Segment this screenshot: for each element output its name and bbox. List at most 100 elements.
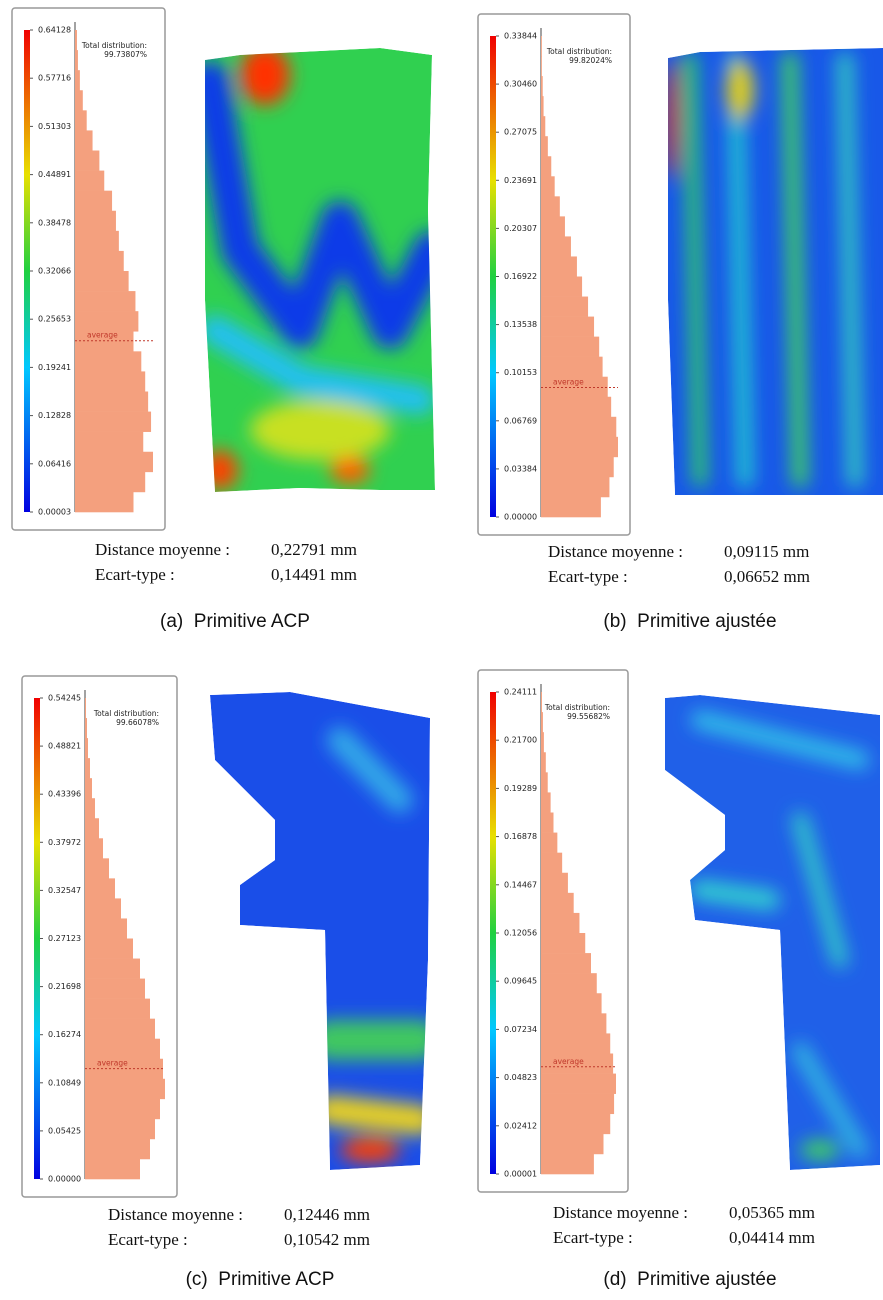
- heat-spot: [250, 400, 390, 460]
- color-bar: [34, 698, 40, 1179]
- scale-tick-label: 0.00000: [504, 513, 537, 522]
- distance-label: Distance moyenne :: [95, 540, 230, 559]
- heat-band: [205, 61, 435, 349]
- histogram-bar: [75, 431, 144, 453]
- scale-tick-label: 0.43396: [48, 790, 81, 799]
- std-label: Ecart-type :: [95, 565, 175, 584]
- histogram-bar: [541, 356, 603, 378]
- distance-value: 0,09115 mm: [724, 542, 809, 561]
- histogram-bar: [85, 1098, 160, 1120]
- color-bar: [24, 30, 30, 512]
- histogram-bar: [541, 136, 548, 157]
- scale-tick-label: 0.57716: [38, 74, 71, 83]
- heat-band: [690, 880, 780, 910]
- heat-spot: [205, 450, 238, 490]
- distance-value: 0,22791 mm: [271, 540, 357, 559]
- histogram-bar: [541, 336, 600, 357]
- histogram-bar: [541, 933, 586, 954]
- histogram-bar: [85, 958, 140, 979]
- caption: (b) Primitive ajustée: [603, 611, 776, 632]
- scale-tick-label: 0.00001: [504, 1170, 537, 1179]
- histogram-bar: [541, 376, 608, 398]
- histogram-bar: [541, 216, 565, 237]
- distance-label: Distance moyenne :: [553, 1203, 688, 1222]
- histogram-bar: [541, 436, 618, 458]
- heat-spot: [800, 1140, 840, 1160]
- scale-tick-label: 0.32547: [48, 886, 81, 895]
- scale-tick-label: 0.14467: [504, 880, 537, 889]
- histogram-bar: [85, 1078, 165, 1100]
- average-label: average: [97, 1059, 128, 1068]
- histogram-bar: [75, 351, 142, 372]
- histogram-bar: [541, 1093, 615, 1115]
- scale-tick-label: 0.21698: [48, 982, 81, 991]
- heat-band: [691, 711, 869, 769]
- histogram-bar: [541, 832, 558, 853]
- heat-band: [792, 1042, 868, 1158]
- std-label: Ecart-type :: [553, 1228, 633, 1247]
- heatmap: [665, 695, 880, 1170]
- heatmap: [205, 48, 435, 492]
- heatmap-blobs: [310, 727, 430, 1162]
- histogram-bar: [75, 371, 146, 392]
- heat-spot: [240, 48, 290, 105]
- scale-tick-label: 0.19289: [504, 784, 537, 793]
- histogram-bar: [85, 938, 133, 959]
- caption: (d) Primitive ajustée: [603, 1269, 776, 1290]
- heat-spot: [668, 60, 678, 180]
- histogram-bar: [541, 196, 560, 217]
- heat-band: [683, 53, 707, 487]
- histogram-bar: [541, 276, 583, 297]
- histogram-bar: [541, 476, 610, 498]
- histogram-bar: [85, 778, 92, 799]
- scale-tick-label: 0.12056: [504, 929, 537, 938]
- scale-tick-label: 0.03384: [504, 464, 537, 473]
- scale-tick-label: 0.37972: [48, 838, 81, 847]
- scale-tick-label: 0.16274: [48, 1030, 81, 1039]
- histogram-bar: [541, 256, 577, 277]
- histogram-bar: [85, 1138, 150, 1160]
- scale-tick-label: 0.23691: [504, 176, 537, 185]
- caption: (c) Primitive ACP: [186, 1269, 335, 1290]
- histogram-bar: [85, 798, 95, 819]
- heat-band: [327, 727, 413, 813]
- color-bar: [490, 36, 496, 517]
- histogram-bar: [541, 76, 543, 97]
- scale-tick-label: 0.27123: [48, 934, 81, 943]
- scale-tick-label: 0.48821: [48, 742, 81, 751]
- histogram-bar: [75, 411, 152, 432]
- scale-tick-label: 0.33844: [504, 32, 537, 41]
- histogram-bar: [75, 50, 78, 71]
- histogram-bar: [541, 912, 580, 934]
- heatmap-base: [210, 692, 430, 1170]
- scale-tick-label: 0.09645: [504, 977, 537, 986]
- histogram-bar: [541, 732, 544, 753]
- average-label: average: [553, 1057, 584, 1066]
- histogram-bar: [85, 1158, 140, 1180]
- scale-tick-label: 0.44891: [38, 170, 71, 179]
- scale-tick-label: 0.16922: [504, 272, 537, 281]
- histogram-bar: [541, 953, 591, 974]
- scale-tick-label: 0.25653: [38, 315, 71, 324]
- histogram-bar: [541, 176, 555, 197]
- total-label: Total distribution:: [544, 703, 610, 712]
- scale-tick-label: 0.24111: [504, 688, 537, 697]
- scale-tick-label: 0.05425: [48, 1126, 81, 1135]
- histogram-bar: [85, 758, 90, 779]
- histogram-bar: [541, 993, 602, 1014]
- scale-tick-label: 0.54245: [48, 694, 81, 703]
- histogram-bar: [541, 1113, 611, 1135]
- histogram-bar: [85, 1058, 163, 1080]
- scale-tick-label: 0.21700: [504, 736, 537, 745]
- color-bar: [490, 692, 496, 1174]
- histogram-bar: [75, 271, 129, 292]
- histogram-bar: [541, 792, 551, 813]
- histogram-bar: [75, 230, 119, 252]
- total-value: 99.82024%: [569, 56, 612, 65]
- histogram-bar: [541, 316, 595, 337]
- distance-value: 0,05365 mm: [729, 1203, 815, 1222]
- heat-spot: [330, 456, 370, 484]
- scale-tick-label: 0.19241: [38, 363, 71, 372]
- heat-band: [837, 52, 863, 488]
